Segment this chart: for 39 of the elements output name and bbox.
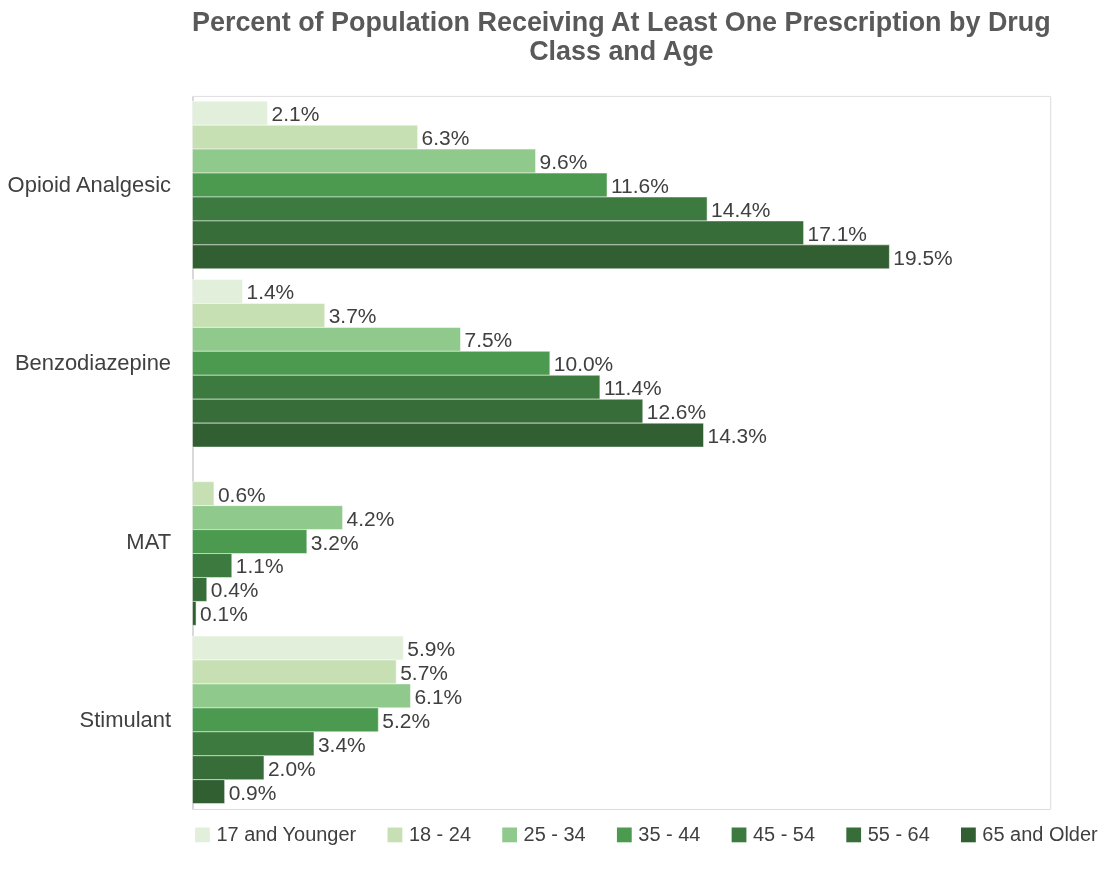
y-tick-label: MAT (126, 528, 172, 554)
data-label: 1.1% (235, 554, 284, 578)
data-label: 11.6% (611, 174, 669, 197)
data-label: 3.7% (328, 304, 377, 328)
data-label: 5.2% (382, 708, 431, 732)
data-label: 7.5% (464, 328, 513, 352)
data-label: 9.6% (539, 150, 588, 174)
legend-label: 35 - 44 (638, 822, 701, 845)
data-label: 12.6% (646, 400, 707, 424)
data-label: 3.4% (317, 732, 366, 756)
data-label: 11.4% (603, 376, 662, 400)
data-label: 5.9% (407, 637, 456, 660)
data-label: 2.0% (267, 756, 316, 780)
data-label: 17.1% (807, 221, 867, 245)
data-label: 4.2% (346, 506, 395, 530)
y-tick-label: Stimulant (79, 706, 172, 732)
data-label: 6.3% (421, 126, 470, 150)
data-label: 10.0% (553, 352, 614, 376)
legend-label: 55 - 64 (867, 822, 930, 845)
data-label: 0.4% (210, 578, 259, 602)
data-label: 0.1% (200, 602, 248, 626)
data-label: 14.3% (707, 424, 767, 448)
chart-title: Percent of Population Receiving At Least One Prescription by Drug Class and Age (192, 7, 1051, 66)
legend-label: 45 - 54 (752, 822, 816, 845)
y-tick-label: Opioid Analgesic (7, 172, 172, 197)
data-label: 2.1% (271, 102, 320, 126)
data-label: 0.9% (228, 780, 277, 804)
legend-label: 17 and Younger (216, 822, 357, 845)
data-label: 14.4% (711, 197, 771, 221)
data-label: 3.2% (310, 530, 359, 554)
data-label: 5.7% (400, 660, 448, 684)
legend-label: 65 and Older (982, 822, 1098, 845)
data-label: 1.4% (246, 280, 295, 304)
data-label: 0.6% (217, 482, 266, 506)
data-label: 19.5% (893, 245, 953, 269)
legend-label: 25 - 34 (523, 822, 586, 845)
data-label: 6.1% (414, 684, 463, 708)
legend-label: 18 - 24 (408, 822, 471, 845)
y-tick-label: Benzodiazepine (14, 350, 172, 376)
